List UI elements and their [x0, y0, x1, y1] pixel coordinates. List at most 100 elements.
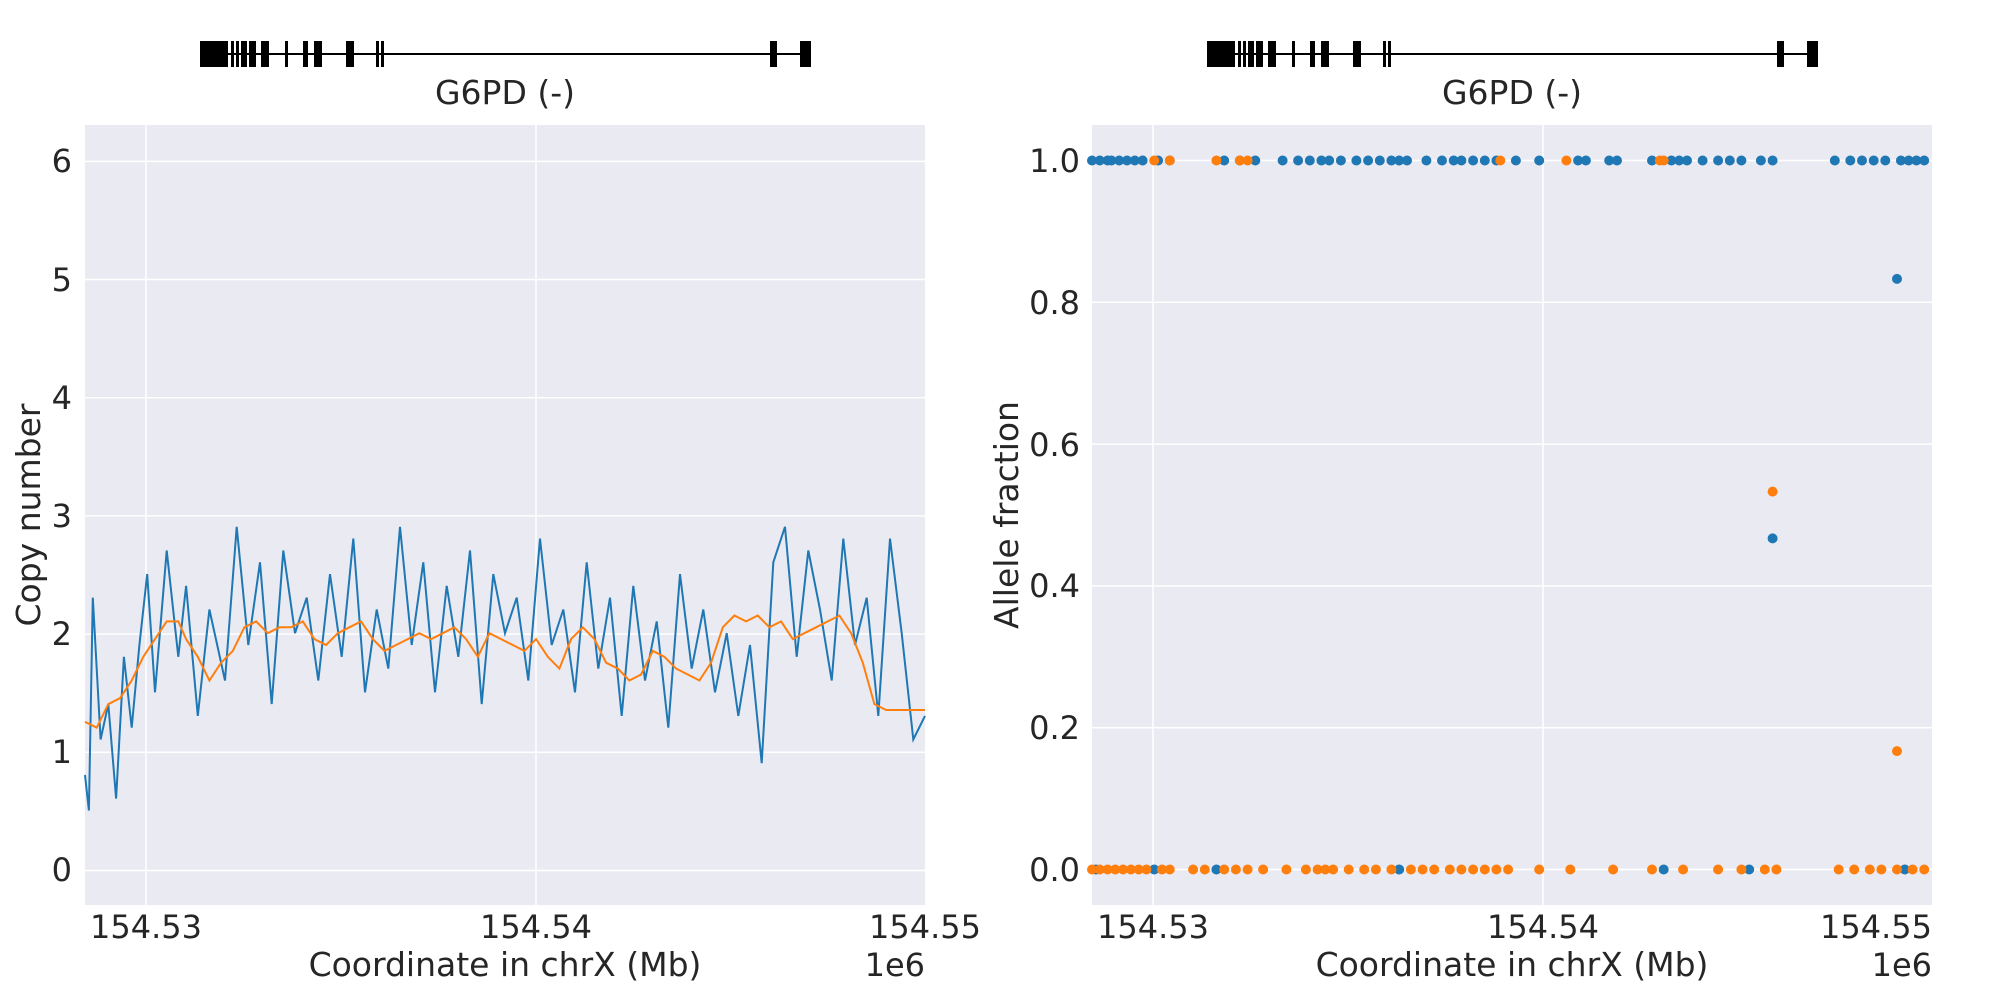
y-tick-label: 0.2	[1029, 709, 1080, 747]
allele-point-orange	[1468, 864, 1479, 875]
allele-point-blue	[1534, 155, 1545, 166]
gene-exon	[1353, 41, 1361, 67]
x-tick-label: 154.53	[90, 908, 202, 946]
allele-point-blue	[1351, 155, 1362, 166]
plot-area-background	[1092, 125, 1932, 905]
gene-exon	[314, 41, 322, 67]
gene-track-right: G6PD (-)	[1207, 41, 1818, 112]
x-tick-label: 154.53	[1097, 908, 1209, 946]
allele-point-blue	[1845, 155, 1856, 166]
allele-point-orange	[1444, 864, 1455, 875]
allele-point-orange	[1892, 746, 1902, 757]
x-tick-label: 154.55	[1820, 908, 1932, 946]
allele-point-blue	[1437, 155, 1447, 166]
x-offset-label: 1e6	[865, 946, 925, 984]
copy-number-segment-line	[84, 614, 925, 730]
allele-point-orange	[1094, 864, 1105, 875]
allele-point-orange	[1258, 864, 1269, 875]
allele-point-blue	[1713, 155, 1724, 166]
allele-point-blue	[1744, 864, 1755, 875]
allele-point-orange	[1164, 155, 1175, 166]
allele-point-orange	[1242, 864, 1253, 875]
allele-point-blue	[1122, 155, 1132, 166]
allele-point-blue	[1219, 155, 1230, 166]
allele-point-blue	[1129, 155, 1140, 166]
allele-point-orange	[1242, 155, 1253, 166]
gene-track-left: G6PD (-)	[200, 41, 811, 112]
allele-point-blue	[1724, 155, 1735, 166]
gene-exon	[1321, 41, 1329, 67]
allele-point-orange	[1102, 864, 1113, 875]
allele-point-blue	[1250, 155, 1261, 166]
allele-point-blue	[1316, 155, 1327, 166]
gene-track-exons	[1207, 41, 1818, 67]
allele-point-blue	[1612, 155, 1622, 166]
gene-exon	[1777, 41, 1784, 67]
allele-point-orange	[1320, 864, 1331, 875]
allele-point-orange	[1767, 486, 1778, 497]
allele-fraction-series-group	[1087, 155, 1930, 875]
gene-exon	[1388, 41, 1391, 67]
gene-exon	[200, 41, 228, 67]
allele-point-orange	[1919, 864, 1930, 875]
allele-point-orange	[1370, 864, 1381, 875]
gene-exon	[376, 41, 379, 67]
allele-point-orange	[1713, 864, 1724, 875]
allele-point-orange	[1328, 864, 1339, 875]
allele-point-orange	[1534, 864, 1545, 875]
gene-exon	[1268, 41, 1276, 67]
gene-exon	[285, 41, 288, 67]
gene-exon	[770, 41, 777, 67]
allele-point-orange	[1907, 864, 1918, 875]
allele-point-orange	[1133, 864, 1144, 875]
allele-point-blue	[1402, 155, 1412, 166]
allele-point-orange	[1234, 155, 1245, 166]
x-tick-label: 154.54	[1487, 908, 1599, 946]
gene-track-label: G6PD (-)	[1442, 73, 1582, 112]
allele-point-blue	[1880, 155, 1891, 166]
allele-point-blue	[1829, 155, 1840, 166]
allele-point-blue	[1456, 155, 1467, 166]
allele-point-orange	[1678, 864, 1689, 875]
gene-exon	[1807, 41, 1818, 67]
allele-point-blue	[1137, 155, 1148, 166]
gene-exon	[800, 41, 811, 67]
y-axis-label: Copy number	[9, 403, 48, 626]
allele-point-orange	[1219, 864, 1230, 875]
allele-point-blue	[1386, 155, 1397, 166]
y-tick-labels: 0 1 2 3 4 5 6	[52, 142, 72, 889]
allele-point-orange	[1658, 155, 1669, 166]
gene-exon	[1248, 41, 1254, 67]
allele-point-blue	[1604, 155, 1615, 166]
allele-point-orange	[1456, 864, 1467, 875]
allele-point-blue	[1767, 533, 1778, 544]
allele-point-orange	[1833, 864, 1844, 875]
allele-point-orange	[1495, 155, 1506, 166]
gene-exon	[241, 41, 247, 67]
allele-point-blue	[1324, 155, 1335, 166]
allele-point-orange	[1759, 864, 1770, 875]
allele-point-orange	[1141, 864, 1152, 875]
allele-point-orange	[1561, 155, 1572, 166]
allele-point-orange	[1503, 864, 1514, 875]
allele-point-blue	[1363, 155, 1374, 166]
y-tick-label: 0.6	[1029, 426, 1080, 464]
allele-point-blue	[1755, 155, 1766, 166]
allele-point-orange	[1491, 864, 1502, 875]
allele-point-blue	[1479, 155, 1490, 166]
allele-point-orange	[1864, 864, 1875, 875]
allele-point-orange	[1211, 155, 1222, 166]
x-tick-label: 154.54	[480, 908, 592, 946]
y-tick-labels: 0.0 0.2 0.4 0.6 0.8 1.0	[1029, 142, 1080, 889]
allele-point-blue	[1658, 864, 1669, 875]
allele-point-orange	[1876, 864, 1887, 875]
allele-point-blue	[1919, 155, 1930, 166]
allele-point-orange	[1386, 864, 1397, 875]
gene-exon	[1383, 41, 1386, 67]
allele-point-orange	[1312, 864, 1323, 875]
allele-point-blue	[1895, 155, 1906, 166]
allele-point-blue	[1510, 155, 1521, 166]
allele-point-orange	[1417, 864, 1428, 875]
allele-point-orange	[1565, 864, 1576, 875]
